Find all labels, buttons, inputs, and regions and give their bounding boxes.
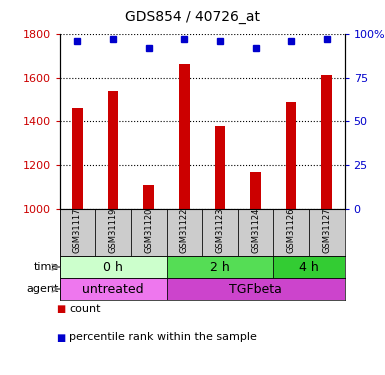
Text: time: time [34, 262, 59, 272]
Text: 0 h: 0 h [103, 261, 123, 274]
Bar [108, 91, 119, 209]
Bar [60, 209, 95, 256]
Text: GDS854 / 40726_at: GDS854 / 40726_at [125, 10, 260, 24]
Bar [60, 256, 166, 278]
Text: untreated: untreated [82, 282, 144, 296]
Bar [214, 126, 225, 209]
Bar [72, 108, 83, 209]
Text: GSM31120: GSM31120 [144, 207, 153, 253]
Text: GSM31117: GSM31117 [73, 207, 82, 253]
Text: agent: agent [27, 284, 59, 294]
Bar [286, 102, 296, 209]
Bar [131, 209, 166, 256]
Bar [238, 209, 273, 256]
Text: GSM31124: GSM31124 [251, 207, 260, 253]
Bar [273, 209, 309, 256]
Text: 4 h: 4 h [299, 261, 319, 274]
Bar [309, 209, 345, 256]
Text: GSM31127: GSM31127 [322, 207, 331, 253]
Bar [95, 209, 131, 256]
Text: GSM31123: GSM31123 [216, 207, 224, 253]
Text: GSM31122: GSM31122 [180, 207, 189, 253]
Bar [166, 256, 273, 278]
Text: count: count [69, 304, 101, 314]
Text: 2 h: 2 h [210, 261, 230, 274]
Text: ■: ■ [56, 333, 65, 342]
Text: GSM31119: GSM31119 [109, 207, 117, 253]
Bar [166, 209, 202, 256]
Bar [273, 256, 345, 278]
Bar [250, 172, 261, 209]
Bar [60, 278, 166, 300]
Bar [143, 185, 154, 209]
Text: TGFbeta: TGFbeta [229, 282, 282, 296]
Text: GSM31126: GSM31126 [287, 207, 296, 253]
Text: ■: ■ [56, 304, 65, 314]
Bar [321, 75, 332, 209]
Bar [202, 209, 238, 256]
Bar [166, 278, 345, 300]
Text: percentile rank within the sample: percentile rank within the sample [69, 333, 257, 342]
Bar [179, 64, 190, 209]
